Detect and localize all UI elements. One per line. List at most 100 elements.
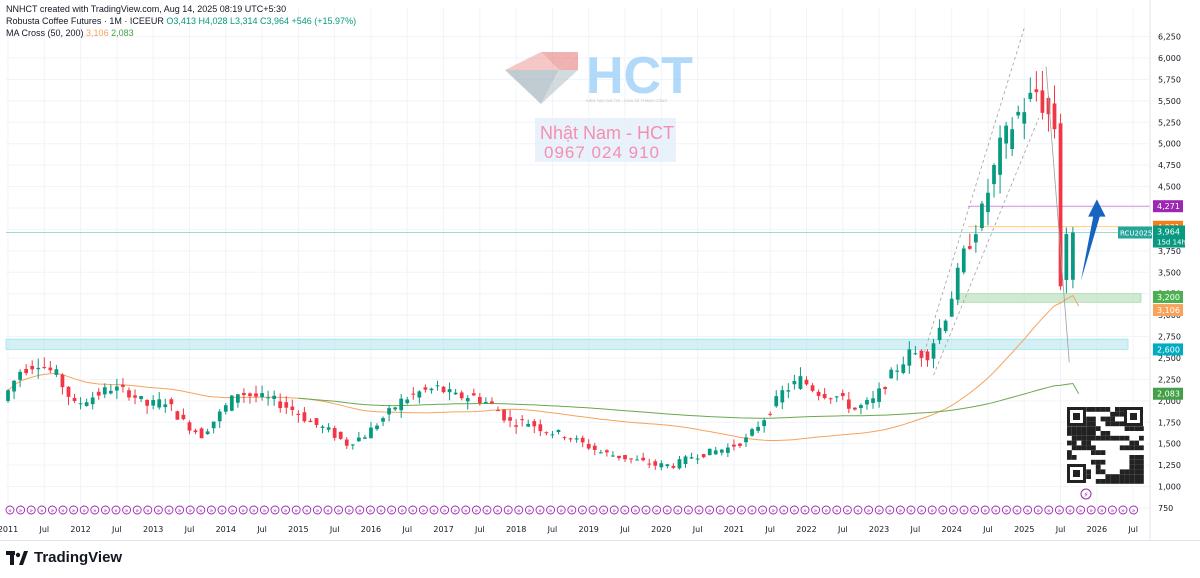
- event-marker: [800, 505, 810, 515]
- event-marker-glyph: »: [665, 508, 669, 515]
- qr-module: [1095, 464, 1101, 470]
- candle-body: [544, 432, 549, 434]
- event-marker: [758, 505, 768, 515]
- event-marker-glyph: »: [793, 508, 797, 515]
- event-marker: [1012, 505, 1022, 515]
- x-tick-label: Jul: [1055, 525, 1066, 534]
- candle-body: [471, 393, 476, 396]
- candle-body: [350, 444, 355, 446]
- event-marker: [524, 505, 534, 515]
- watermark: HCT KIẾN TẠO GIÁ TRỊ - CHIA SẺ THÀNH CÔN…: [505, 47, 693, 162]
- event-marker-glyph: »: [920, 508, 924, 515]
- event-marker-glyph: »: [655, 508, 659, 515]
- event-marker: [1118, 505, 1128, 515]
- tradingview-logo[interactable]: TradingView: [6, 549, 122, 566]
- qr-module: [1081, 426, 1087, 431]
- event-marker-glyph: »: [358, 508, 362, 515]
- qr-module: [1086, 435, 1091, 441]
- candle-body: [369, 427, 373, 439]
- event-marker-glyph: »: [549, 508, 553, 515]
- x-tick-label: 2014: [216, 525, 236, 534]
- y-tick-label: 5,250: [1158, 118, 1181, 127]
- y-tick-label: 1,500: [1158, 440, 1181, 449]
- x-tick-label: 2013: [143, 525, 163, 534]
- qr-module: [1095, 459, 1101, 465]
- candle-body: [562, 437, 567, 439]
- event-marker: [1065, 505, 1075, 515]
- ma-slow-value: 2,083: [111, 28, 134, 38]
- price-chart[interactable]: HCT KIẾN TẠO GIÁ TRỊ - CHIA SẺ THÀNH CÔN…: [0, 0, 1200, 540]
- event-marker: [726, 505, 736, 515]
- candle-body: [36, 367, 41, 370]
- event-marker-glyph: »: [581, 508, 585, 515]
- qr-module: [1134, 479, 1139, 484]
- event-marker-glyph: »: [29, 508, 33, 515]
- x-tick-label: 2016: [361, 525, 381, 534]
- qr-module: [1129, 440, 1135, 446]
- event-marker-glyph: »: [369, 508, 373, 515]
- y-tick-label: 4,500: [1158, 183, 1181, 192]
- event-marker-glyph: »: [909, 508, 913, 515]
- candle-body: [211, 421, 216, 429]
- candle-body: [677, 459, 682, 469]
- event-marker-glyph: »: [941, 508, 945, 515]
- event-marker: [153, 505, 163, 515]
- event-marker-glyph: »: [856, 508, 860, 515]
- symbol-name[interactable]: Robusta Coffee Futures · 1M · ICEEUR: [6, 16, 164, 26]
- event-marker-glyph: »: [82, 508, 86, 515]
- candle-body: [411, 393, 416, 395]
- candle-body: [683, 456, 688, 464]
- hct-logo-diamond-icon: [505, 52, 578, 104]
- qr-module: [1067, 450, 1072, 455]
- event-marker-glyph: »: [559, 508, 563, 515]
- event-marker-glyph: »: [1026, 508, 1030, 515]
- candle-body: [725, 447, 730, 453]
- event-marker: [885, 505, 895, 515]
- event-marker: [164, 505, 174, 515]
- x-tick-label: 2020: [651, 525, 671, 534]
- candle-body: [441, 386, 446, 393]
- qr-module: [1086, 474, 1091, 479]
- ma-lines: [7, 294, 1080, 441]
- candle-body: [955, 267, 960, 300]
- y-tick-label: 750: [1158, 504, 1173, 513]
- event-marker: [991, 505, 1001, 515]
- candle-body: [187, 422, 192, 431]
- candle-body: [586, 443, 591, 449]
- candle-body: [756, 426, 760, 431]
- event-marker: [514, 505, 524, 515]
- qr-module: [1105, 474, 1111, 479]
- event-marker-glyph: »: [1015, 508, 1019, 515]
- event-marker: [842, 505, 852, 515]
- event-marker: [196, 505, 206, 515]
- event-marker: [100, 505, 110, 515]
- event-marker-glyph: »: [411, 508, 415, 515]
- ma-cross-label[interactable]: MA Cross (50, 200): [6, 28, 84, 38]
- candle-body: [840, 392, 845, 397]
- candle-body: [973, 234, 978, 243]
- candle-body: [901, 364, 906, 373]
- event-marker: [47, 505, 57, 515]
- qr-module: [1134, 445, 1139, 451]
- candle-body: [520, 419, 525, 421]
- qr-module: [1119, 474, 1125, 479]
- event-marker: [1076, 505, 1086, 515]
- candle-body: [574, 438, 579, 440]
- qr-module: [1086, 426, 1091, 431]
- qr-module: [1139, 435, 1144, 441]
- candle-body: [108, 390, 113, 394]
- logo-tagline: KIẾN TẠO GIÁ TRỊ - CHIA SẺ THÀNH CÔNG: [586, 98, 667, 103]
- candle-body: [169, 399, 174, 405]
- candle-body: [774, 396, 779, 407]
- event-marker: [493, 505, 503, 515]
- candle-body: [689, 457, 694, 459]
- candle-body: [895, 370, 900, 372]
- candle-body: [72, 397, 77, 402]
- candle-body: [115, 386, 119, 391]
- event-marker-glyph: »: [517, 508, 521, 515]
- event-marker: [747, 505, 757, 515]
- event-marker-glyph: »: [877, 508, 881, 515]
- support-zone: [957, 293, 1142, 303]
- event-marker: [111, 505, 121, 515]
- qr-module: [1100, 479, 1106, 484]
